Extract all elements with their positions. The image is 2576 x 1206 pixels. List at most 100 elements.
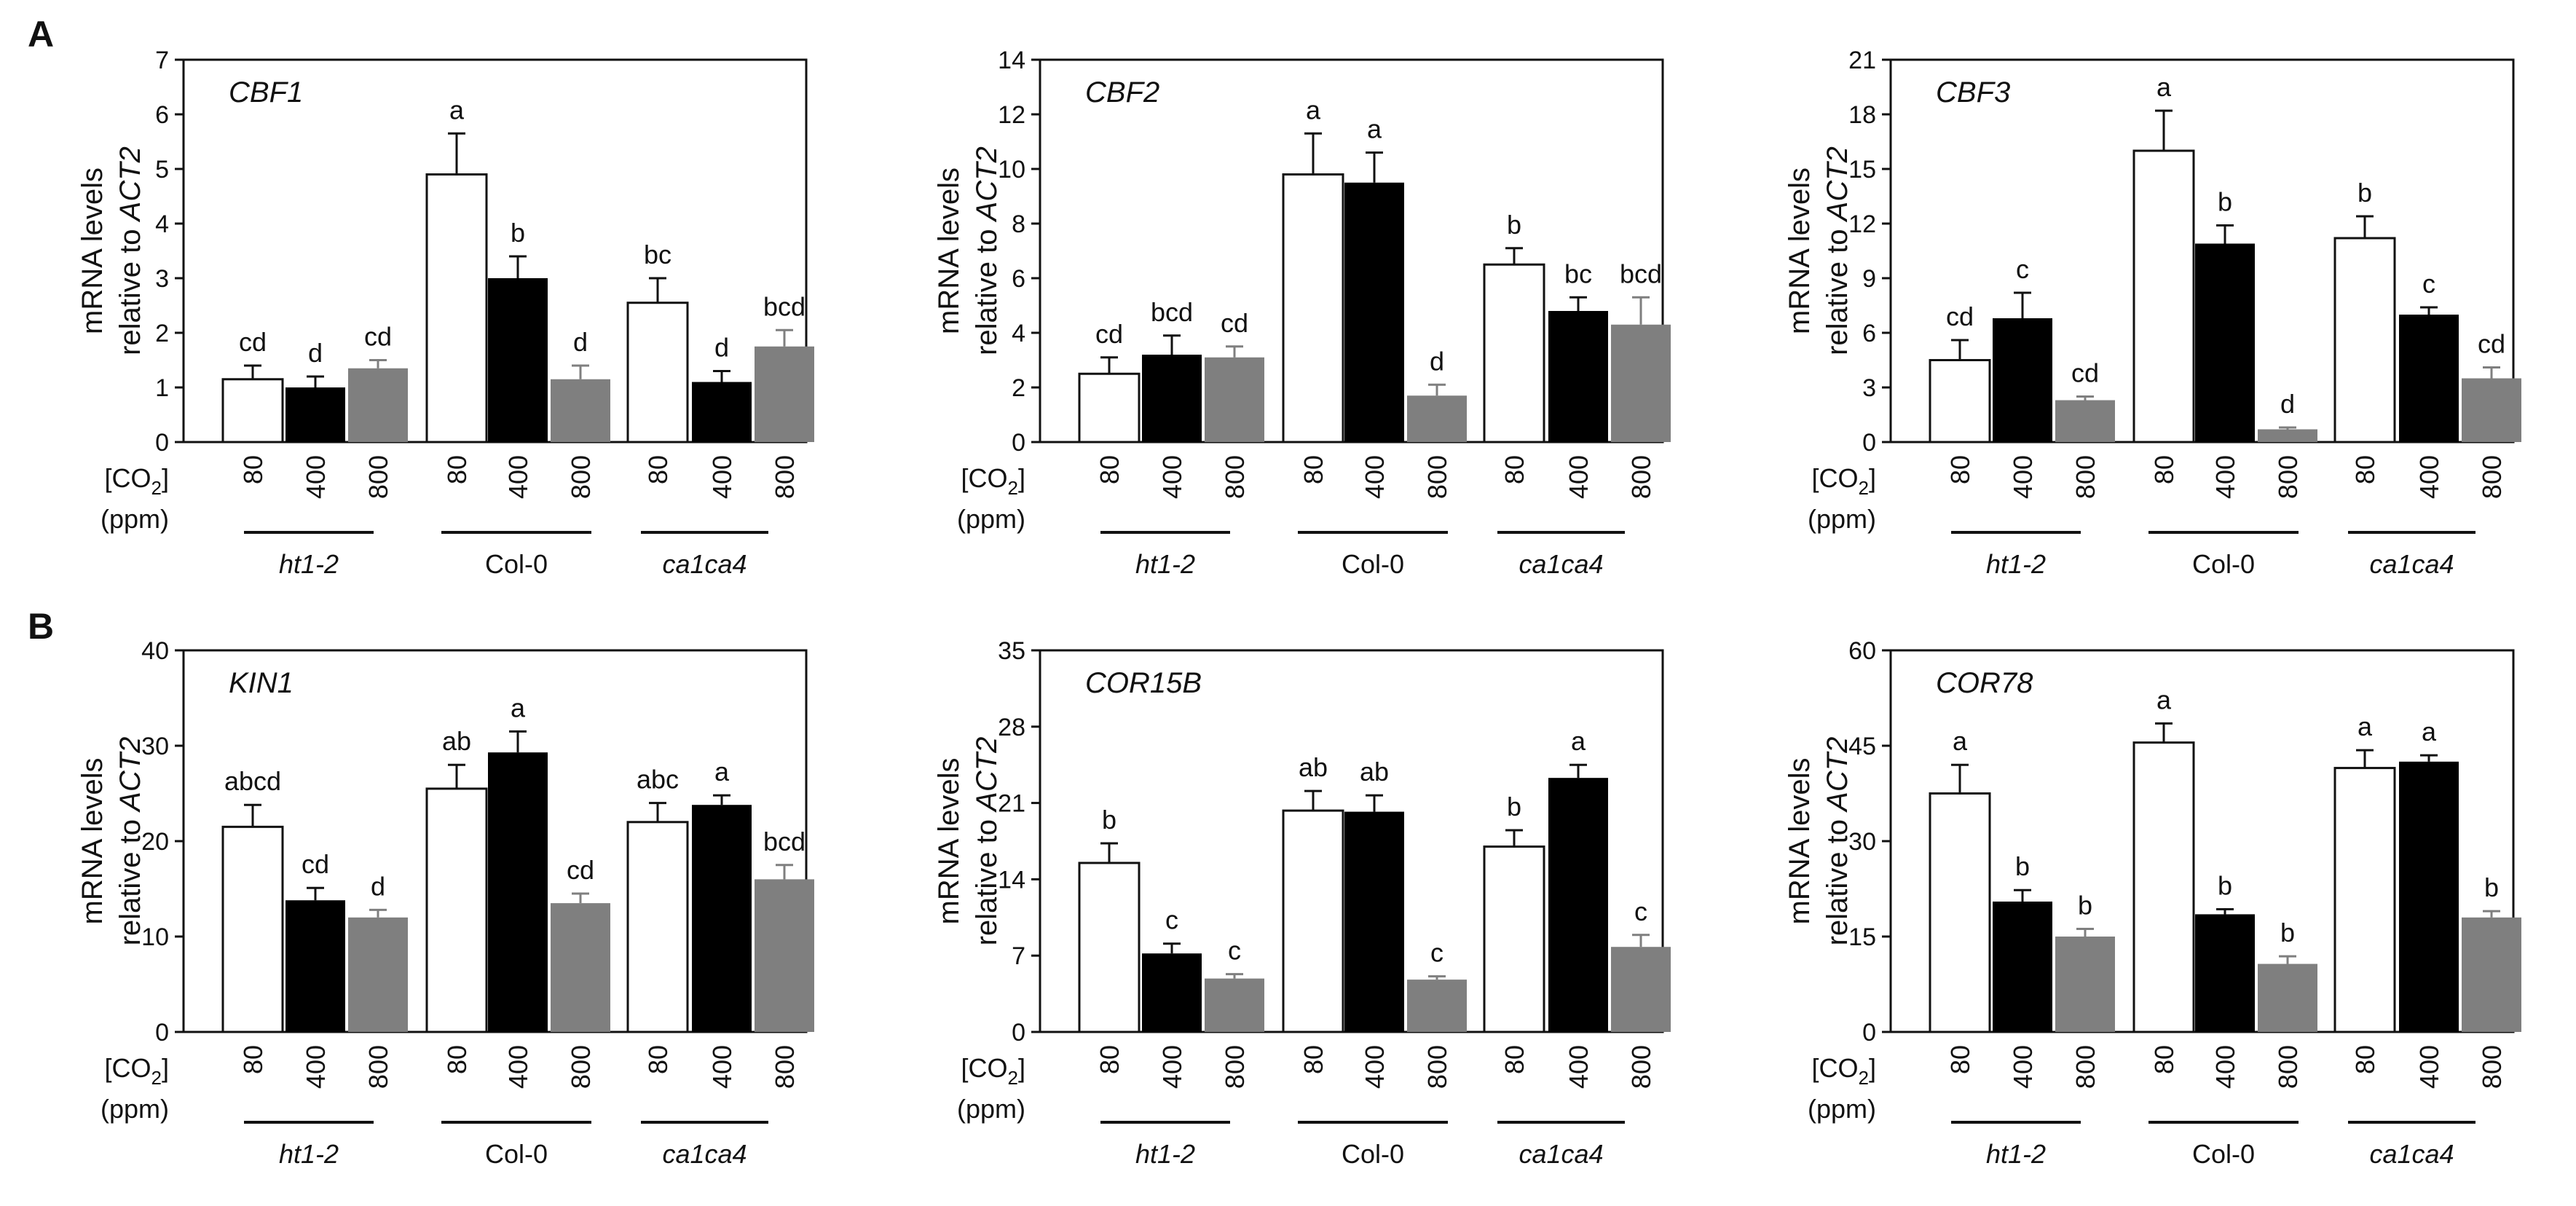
- dose-label: 80: [1500, 455, 1529, 484]
- bar-Col-0-400: [1344, 182, 1404, 442]
- y-tick-label: 0: [1862, 1019, 1876, 1047]
- significance-label: cd: [1221, 308, 1248, 338]
- bar-ca1ca4-800: [2462, 378, 2521, 442]
- dose-label: 400: [503, 455, 533, 499]
- co2-label: [CO2]: [1812, 463, 1877, 499]
- significance-label: ab: [1360, 757, 1389, 787]
- group-label: Col-0: [485, 549, 548, 579]
- bar-ht1-2-800: [2055, 400, 2115, 442]
- unit-label: (ppm): [1808, 1094, 1876, 1124]
- significance-label: b: [2078, 891, 2092, 921]
- chart-cbf3: 0 3 6 9 12 15 18 21 mRNA levels relative to ACT2 C…: [1784, 47, 2521, 579]
- bar-Col-0-800: [551, 903, 610, 1032]
- bar-ht1-2-80: [221, 825, 284, 1033]
- bar-ht1-2-400: [1993, 318, 2052, 442]
- significance-label: bcd: [763, 827, 806, 856]
- y-tick-label: 40: [141, 637, 169, 665]
- y-tick-label: 7: [155, 47, 169, 74]
- group-label: ht1-2: [1135, 549, 1195, 579]
- y-tick-label: 35: [998, 637, 1025, 665]
- group-label: ht1-2: [279, 549, 339, 579]
- y-tick-label: 10: [141, 923, 169, 951]
- bar-ht1-2-80: [1929, 792, 1991, 1033]
- unit-label: (ppm): [957, 504, 1025, 534]
- unit-label: (ppm): [957, 1094, 1025, 1124]
- y-tick-label: 2: [155, 320, 169, 347]
- dose-label: 800: [1626, 455, 1656, 499]
- bar-ht1-2-80: [221, 378, 284, 444]
- significance-label: c: [1165, 905, 1178, 935]
- co2-label: [CO2]: [105, 463, 170, 499]
- y-tick-label: 1: [155, 374, 169, 402]
- y-tick-label: 6: [155, 101, 169, 129]
- y-tick-label: 0: [155, 429, 169, 457]
- significance-label: cd: [302, 849, 329, 879]
- dose-label: 80: [1299, 455, 1328, 484]
- group-label: ht1-2: [1986, 1139, 2046, 1169]
- dose-label: 400: [707, 1045, 737, 1089]
- y-axis-label: mRNA levels relative to ACT2: [933, 737, 1003, 946]
- bar-Col-0-80: [1282, 173, 1344, 444]
- y-tick-label: 0: [1012, 429, 1025, 457]
- bar-ht1-2-400: [1993, 901, 2052, 1032]
- dose-label: 800: [1220, 1045, 1250, 1089]
- y-tick-label: 0: [155, 1019, 169, 1047]
- dose-label: 400: [1564, 455, 1594, 499]
- bar-ca1ca4-80: [2333, 767, 2396, 1033]
- group-label: ht1-2: [1986, 549, 2046, 579]
- group-label: ca1ca4: [2369, 549, 2454, 579]
- bar-ca1ca4-80: [626, 821, 689, 1033]
- dose-label: 80: [1299, 1045, 1328, 1074]
- group-label: Col-0: [1342, 1139, 1404, 1169]
- dose-label: 80: [238, 455, 268, 484]
- dose-label: 80: [1945, 1045, 1975, 1074]
- dose-label: 800: [2071, 1045, 2100, 1089]
- panel-label-a: A: [28, 14, 54, 55]
- y-tick-label: 0: [1862, 429, 1876, 457]
- dose-label: 400: [2210, 455, 2240, 499]
- significance-label: b: [2015, 851, 2030, 881]
- dose-label: 800: [770, 1045, 800, 1089]
- y-tick-label: 12: [1848, 210, 1876, 238]
- unit-label: (ppm): [1808, 504, 1876, 534]
- dose-label: 80: [2350, 1045, 2380, 1074]
- y-tick-label: 14: [998, 866, 1025, 894]
- y-tick-label: 21: [998, 790, 1025, 818]
- bar-ca1ca4-80: [1483, 263, 1545, 444]
- y-tick-label: 3: [1862, 374, 1876, 402]
- gene-title: CBF3: [1936, 76, 2010, 109]
- dose-label: 80: [643, 1045, 673, 1074]
- significance-label: b: [1507, 210, 1521, 240]
- co2-label: [CO2]: [1812, 1053, 1877, 1089]
- significance-label: bcd: [1620, 259, 1662, 288]
- chart-cor15b: 0 7 14 21 28 35 mRNA levels relative to ACT2 COR…: [933, 637, 1671, 1169]
- significance-label: cd: [2071, 358, 2099, 388]
- significance-label: cd: [1095, 319, 1123, 349]
- significance-label: b: [2218, 187, 2232, 217]
- bar-Col-0-800: [2258, 429, 2317, 442]
- co2-label: [CO2]: [961, 463, 1026, 499]
- significance-label: d: [308, 338, 323, 368]
- bar-ca1ca4-400: [1548, 311, 1608, 442]
- significance-label: b: [1507, 792, 1521, 821]
- y-tick-label: 4: [1012, 320, 1025, 347]
- bar-Col-0-80: [1282, 809, 1344, 1033]
- dose-label: 400: [503, 1045, 533, 1089]
- bar-ht1-2-800: [2055, 937, 2115, 1032]
- y-tick-label: 10: [998, 156, 1025, 184]
- dose-label: 80: [2350, 455, 2380, 484]
- significance-label: b: [2484, 872, 2499, 902]
- dose-label: 80: [2149, 1045, 2179, 1074]
- unit-label: (ppm): [101, 1094, 169, 1124]
- significance-label: ab: [442, 726, 471, 756]
- significance-label: bcd: [763, 291, 806, 321]
- bar-ca1ca4-800: [755, 879, 814, 1032]
- gene-title: CBF1: [229, 76, 303, 109]
- dose-label: 80: [1095, 1045, 1124, 1074]
- significance-label: cd: [1946, 302, 1974, 331]
- y-tick-label: 30: [1848, 828, 1876, 856]
- dose-label: 80: [1095, 455, 1124, 484]
- y-tick-label: 9: [1862, 265, 1876, 293]
- bar-ht1-2-80: [1078, 372, 1141, 444]
